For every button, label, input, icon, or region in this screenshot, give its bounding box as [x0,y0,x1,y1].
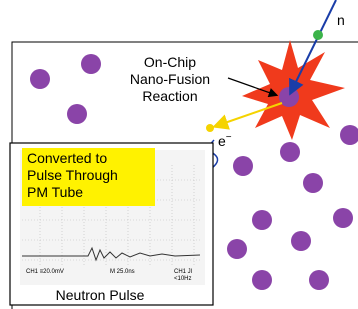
scope-label: CH1 ≡20.0mV [26,269,64,275]
inset: Converted to Pulse Through PM Tube CH1 ≡… [10,143,213,305]
inset-caption: Converted to [27,150,107,166]
reaction-label: Nano-Fusion [130,71,210,87]
neutron [313,30,323,40]
inset-title: Neutron Pulse [56,287,145,303]
diagram: n On-Chip Nano-Fusion Reaction e− hν Con… [0,0,358,309]
scope-label: <10Hz [174,276,192,282]
reaction-label: Reaction [142,88,197,104]
scope-label: M 25.0ns [110,269,135,275]
inset-caption: Pulse Through [27,167,118,183]
neutron-path [291,0,336,92]
electron [206,124,214,132]
electron-label: e− [218,132,232,149]
inset-caption: PM Tube [27,184,83,200]
scope-label: CH1 Jl [174,269,192,275]
reaction-label: On-Chip [144,54,196,70]
neutron-label: n [337,12,345,28]
